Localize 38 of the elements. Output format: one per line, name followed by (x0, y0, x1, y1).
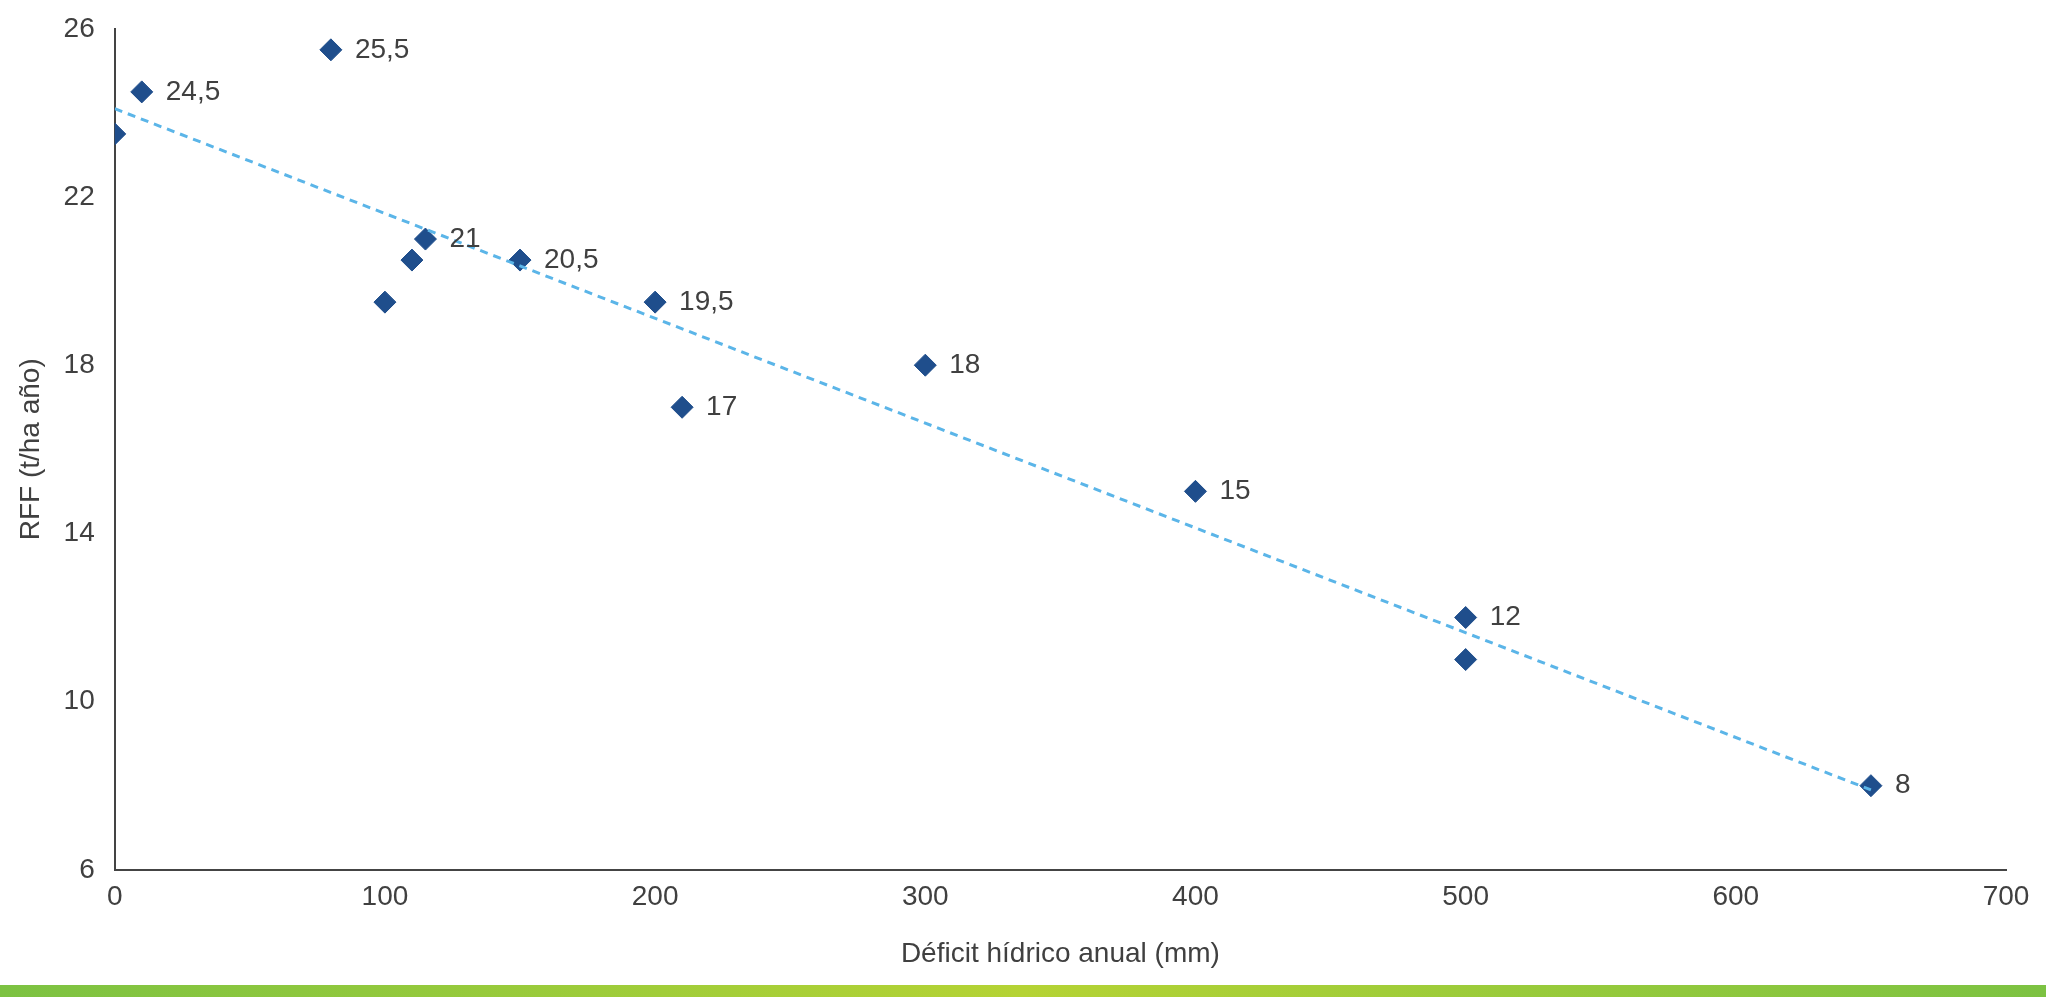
x-tick-label: 100 (361, 880, 409, 912)
x-axis-title: Déficit hídrico anual (mm) (900, 936, 1220, 968)
x-tick-label: 0 (106, 880, 123, 912)
y-axis-title: RFF (t/ha año) (13, 358, 45, 541)
x-tick-label: 500 (1442, 880, 1489, 912)
point (913, 353, 937, 377)
data-label: 8 (1894, 768, 1911, 800)
point (373, 290, 397, 314)
y-tick-label: 18 (63, 347, 95, 379)
point (643, 290, 667, 314)
data-label: 20,5 (544, 242, 599, 274)
data-label: 19,5 (679, 284, 734, 316)
x-tick-label: 600 (1712, 880, 1760, 912)
y-tick-label: 6 (79, 852, 95, 884)
data-label: 25,5 (354, 32, 410, 64)
data-label: 17 (706, 389, 738, 421)
point (319, 38, 343, 62)
y-tick-label: 22 (63, 179, 95, 211)
data-label: 15 (1219, 474, 1251, 506)
data-label: 18 (949, 347, 981, 379)
x-tick-label: 200 (631, 880, 679, 912)
x-tick-label: 300 (901, 880, 949, 912)
y-tick-label: 10 (63, 684, 95, 716)
data-label: 12 (1489, 600, 1521, 632)
x-tick-label: 400 (1172, 880, 1219, 912)
data-label: 24,5 (165, 74, 221, 106)
y-tick-label: 26 (63, 11, 95, 43)
point (1454, 606, 1478, 629)
data-label: 21 (449, 221, 481, 253)
point (670, 395, 694, 419)
point (413, 227, 437, 251)
y-tick-label: 14 (63, 516, 95, 548)
point (1859, 774, 1883, 798)
point (1183, 479, 1207, 503)
point (130, 80, 154, 104)
x-tick-label: 700 (1982, 880, 2030, 912)
point (1454, 648, 1478, 672)
point (400, 248, 424, 272)
